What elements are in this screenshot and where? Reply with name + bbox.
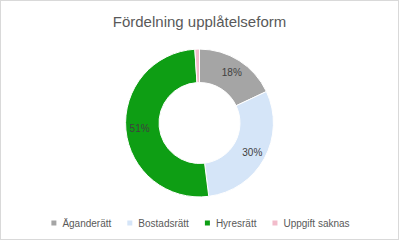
svg-text:Fördelning upplåtelseform: Fördelning upplåtelseform bbox=[113, 13, 286, 30]
svg-text:18%: 18% bbox=[222, 67, 242, 78]
svg-text:Bostadsrätt: Bostadsrätt bbox=[138, 218, 189, 229]
svg-text:Hyresrätt: Hyresrätt bbox=[216, 218, 257, 229]
svg-text:30%: 30% bbox=[242, 147, 262, 158]
svg-text:Äganderätt: Äganderätt bbox=[62, 218, 111, 229]
svg-text:51%: 51% bbox=[130, 123, 150, 134]
svg-text:Uppgift saknas: Uppgift saknas bbox=[283, 218, 349, 229]
